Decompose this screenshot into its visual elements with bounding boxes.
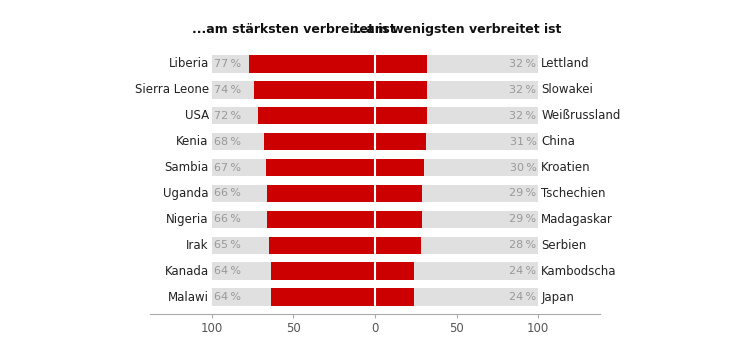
Bar (212, 236, 375, 254)
Bar (212, 81, 375, 99)
Bar (212, 159, 375, 177)
Bar (375, 107, 538, 125)
Text: ...am wenigsten verbreitet ist: ...am wenigsten verbreitet ist (352, 23, 561, 36)
Text: Weißrussland: Weißrussland (542, 109, 621, 122)
Bar (375, 55, 538, 73)
Text: 64 %: 64 % (214, 292, 241, 302)
Text: Japan: Japan (542, 291, 574, 304)
Bar (375, 159, 424, 177)
Bar (375, 81, 538, 99)
Text: Irak: Irak (186, 239, 209, 252)
Text: Slowakei: Slowakei (542, 83, 593, 96)
Bar (375, 159, 538, 177)
Text: USA: USA (184, 109, 209, 122)
Text: Tschechien: Tschechien (542, 187, 606, 200)
Bar (212, 184, 375, 202)
Text: 24 %: 24 % (509, 292, 536, 302)
Bar (254, 81, 375, 99)
Text: 64 %: 64 % (214, 266, 241, 276)
Bar (375, 133, 538, 151)
Bar (268, 210, 375, 228)
Bar (375, 262, 414, 280)
Text: Sambia: Sambia (164, 161, 209, 174)
Text: 29 %: 29 % (509, 214, 536, 225)
Text: 66 %: 66 % (214, 214, 241, 225)
Text: Serbien: Serbien (542, 239, 586, 252)
Bar (250, 55, 375, 73)
Text: 32 %: 32 % (509, 111, 536, 121)
Bar (375, 184, 422, 202)
Text: Malawi: Malawi (168, 291, 208, 304)
Bar (212, 262, 375, 280)
Text: 32 %: 32 % (509, 59, 536, 69)
Text: 77 %: 77 % (214, 59, 241, 69)
Text: Lettland: Lettland (542, 57, 590, 70)
Text: Sierra Leone: Sierra Leone (134, 83, 209, 96)
Text: 67 %: 67 % (214, 162, 241, 173)
Bar (212, 55, 375, 73)
Text: 68 %: 68 % (214, 136, 241, 147)
Bar (375, 133, 425, 151)
Bar (375, 236, 421, 254)
Text: 31 %: 31 % (509, 136, 536, 147)
Text: Madagaskar: Madagaskar (542, 213, 614, 226)
Bar (266, 159, 375, 177)
Bar (375, 107, 427, 125)
Text: Kenia: Kenia (176, 135, 209, 148)
Text: 65 %: 65 % (214, 240, 241, 250)
Bar (375, 288, 538, 306)
Bar (257, 107, 375, 125)
Text: 30 %: 30 % (509, 162, 536, 173)
Bar (375, 81, 427, 99)
Text: 29 %: 29 % (509, 188, 536, 199)
Text: ...am stärksten verbreitet ist: ...am stärksten verbreitet ist (192, 23, 395, 36)
Bar (375, 288, 414, 306)
Text: 74 %: 74 % (214, 85, 241, 95)
Text: Kroatien: Kroatien (542, 161, 591, 174)
Bar (212, 133, 375, 151)
Text: Kambodscha: Kambodscha (542, 265, 616, 278)
Text: Uganda: Uganda (164, 187, 209, 200)
Bar (212, 288, 375, 306)
Text: 66 %: 66 % (214, 188, 241, 199)
Text: Nigeria: Nigeria (166, 213, 208, 226)
Bar (212, 210, 375, 228)
Bar (375, 210, 422, 228)
Bar (269, 236, 375, 254)
Bar (375, 184, 538, 202)
Bar (268, 184, 375, 202)
Bar (264, 133, 375, 151)
Bar (375, 236, 538, 254)
Text: China: China (542, 135, 575, 148)
Text: 28 %: 28 % (509, 240, 536, 250)
Bar (271, 262, 375, 280)
Text: Kanada: Kanada (164, 265, 209, 278)
Bar (375, 262, 538, 280)
Text: Liberia: Liberia (169, 57, 208, 70)
Bar (375, 210, 538, 228)
Text: 32 %: 32 % (509, 85, 536, 95)
Text: 72 %: 72 % (214, 111, 241, 121)
Text: 24 %: 24 % (509, 266, 536, 276)
Bar (271, 288, 375, 306)
Bar (212, 107, 375, 125)
Bar (375, 55, 427, 73)
